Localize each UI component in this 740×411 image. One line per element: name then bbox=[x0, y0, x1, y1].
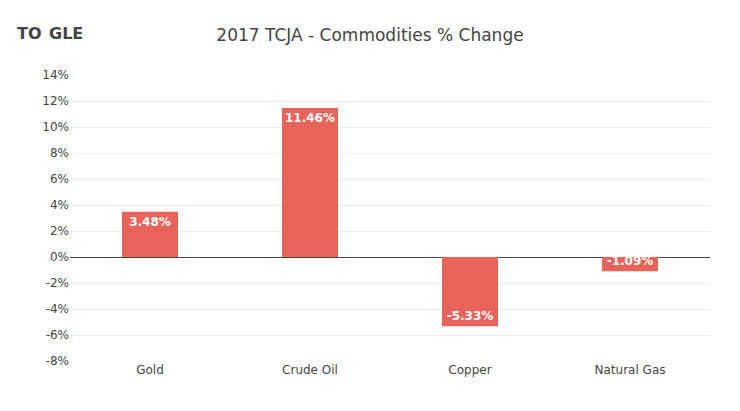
svg-text:-8%: -8% bbox=[46, 354, 69, 368]
svg-text:2017 TCJA - Commodities % Chan: 2017 TCJA - Commodities % Change bbox=[216, 25, 523, 45]
svg-text:TO: TO bbox=[17, 24, 42, 43]
svg-text:Copper: Copper bbox=[448, 363, 491, 377]
svg-text:12%: 12% bbox=[42, 94, 69, 108]
svg-text:8%: 8% bbox=[50, 146, 69, 160]
svg-text:-5.33%: -5.33% bbox=[447, 309, 494, 323]
svg-text:Gold: Gold bbox=[136, 363, 164, 377]
svg-text:GLE: GLE bbox=[49, 24, 83, 43]
svg-text:Natural Gas: Natural Gas bbox=[595, 363, 666, 377]
svg-text:11.46%: 11.46% bbox=[285, 111, 335, 125]
svg-text:14%: 14% bbox=[42, 68, 69, 82]
svg-text:10%: 10% bbox=[42, 120, 69, 134]
svg-text:-4%: -4% bbox=[46, 302, 69, 316]
svg-text:-1.09%: -1.09% bbox=[607, 254, 654, 268]
svg-text:4%: 4% bbox=[50, 198, 69, 212]
svg-text:-6%: -6% bbox=[46, 328, 69, 342]
svg-text:0%: 0% bbox=[50, 250, 69, 264]
svg-text:2%: 2% bbox=[50, 224, 69, 238]
svg-text:Crude Oil: Crude Oil bbox=[282, 363, 338, 377]
svg-text:6%: 6% bbox=[50, 172, 69, 186]
svg-text:-2%: -2% bbox=[46, 276, 69, 290]
svg-text:3.48%: 3.48% bbox=[129, 215, 171, 229]
